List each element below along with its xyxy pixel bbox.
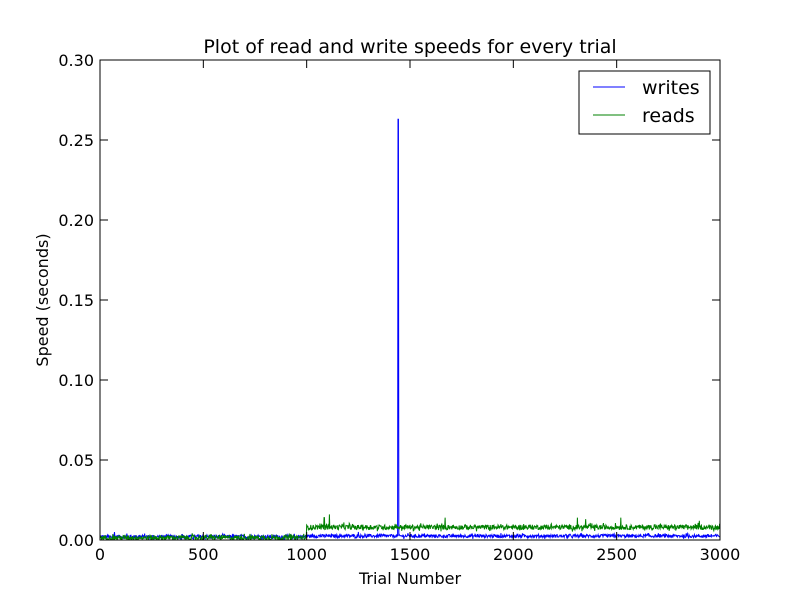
x-tick-label: 500 [188, 545, 219, 564]
y-tick-label: 0.10 [58, 371, 94, 390]
legend-label-reads: reads [642, 105, 695, 127]
x-tick-label: 2500 [596, 545, 637, 564]
plot-area [100, 118, 720, 540]
y-tick-label: 0.30 [58, 51, 94, 70]
chart-title: Plot of read and write speeds for every … [203, 36, 616, 58]
y-tick-label: 0.15 [58, 291, 94, 310]
y-tick-label: 0.00 [58, 531, 94, 550]
x-tick-label: 1000 [286, 545, 327, 564]
legend-label-writes: writes [642, 77, 700, 99]
axes: 0 500 1000 1500 2000 2500 3000 0.00 0.05 0.10 0.15… [58, 51, 740, 564]
y-axis-label: Speed (seconds) [33, 233, 52, 366]
y-tick-label: 0.05 [58, 451, 94, 470]
x-tick-label: 2000 [493, 545, 534, 564]
x-axis-label: Trial Number [358, 569, 461, 588]
series-line-writes [100, 118, 720, 540]
x-tick-label: 0 [95, 545, 105, 564]
x-tick-label: 1500 [390, 545, 431, 564]
y-tick-label: 0.25 [58, 131, 94, 150]
legend: writes reads [578, 70, 711, 135]
x-tick-label: 3000 [700, 545, 741, 564]
legend-box [578, 70, 711, 135]
y-tick-label: 0.20 [58, 211, 94, 230]
